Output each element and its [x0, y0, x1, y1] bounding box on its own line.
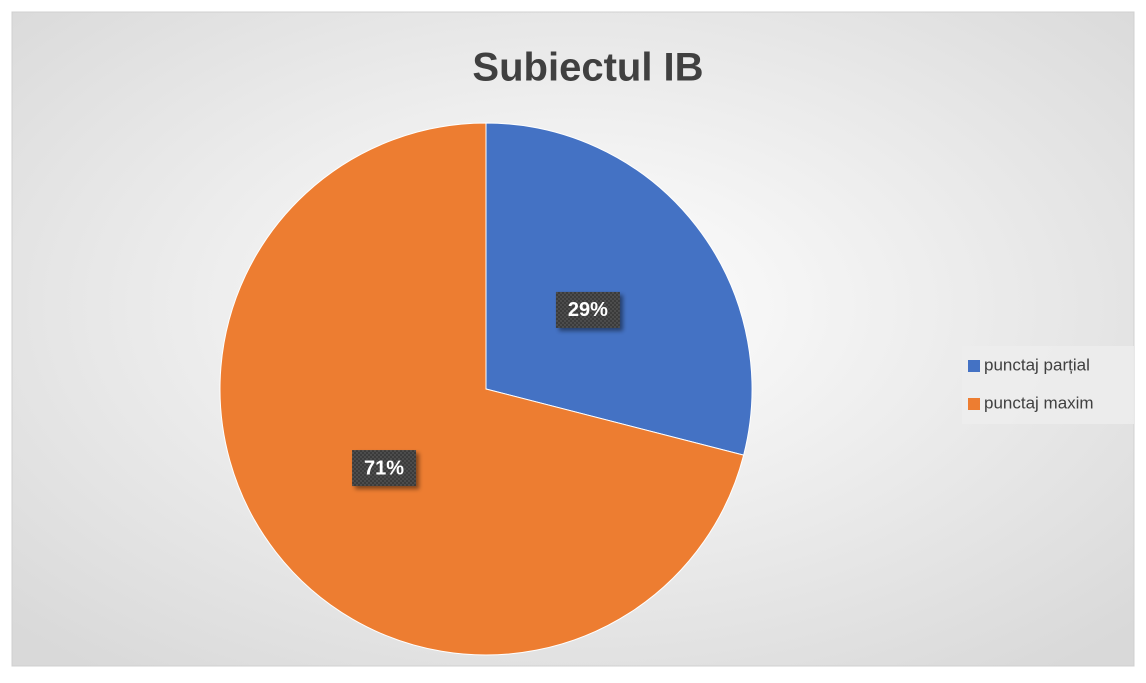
legend-swatch: [968, 398, 980, 410]
data-label: 29%: [568, 299, 608, 321]
data-label-box: [555, 291, 620, 328]
pie-slice: [219, 122, 745, 656]
data-label: 71%: [364, 457, 404, 479]
chart-title: Subiectul IB: [472, 46, 703, 90]
legend-box: [962, 346, 1134, 424]
legend-label: punctaj maxim: [984, 393, 1094, 412]
data-label-box: [352, 450, 417, 487]
legend-swatch: [968, 360, 980, 372]
pie-slice: [485, 122, 753, 456]
legend-label: punctaj parțial: [984, 355, 1090, 374]
